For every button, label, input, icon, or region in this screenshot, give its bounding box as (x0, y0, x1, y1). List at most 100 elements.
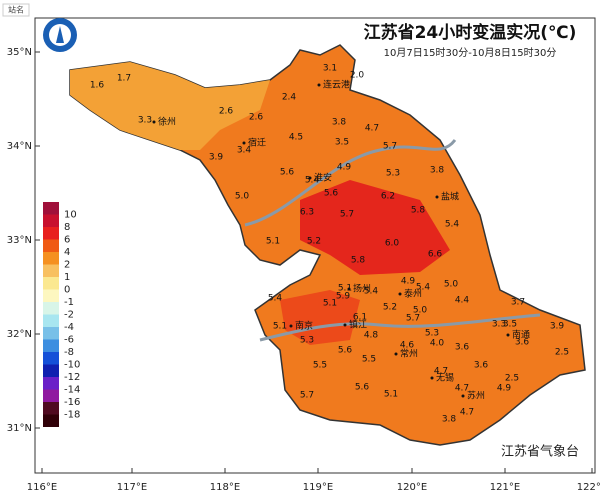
legend-label: 4 (64, 247, 70, 258)
map-frame (34, 17, 596, 474)
legend-swatch (43, 202, 59, 215)
station-value: 2.4 (282, 93, 297, 103)
station-value: 5.0 (235, 192, 250, 202)
city-name: 徐州 (158, 116, 176, 128)
station-value: 5.0 (413, 306, 428, 316)
longitude-label: 119°E (303, 482, 333, 493)
city-name: 南通 (512, 329, 530, 341)
station-value: 3.8 (332, 118, 347, 128)
latitude-label: 31°N (7, 423, 32, 434)
station-value: 5.8 (351, 256, 366, 266)
subtitle: 10月7日15时30分-10月8日15时30分 (384, 47, 557, 59)
station-value: 2.6 (249, 113, 264, 123)
city-name: 盐城 (441, 191, 459, 203)
legend-label: -2 (64, 310, 74, 321)
station-value: 4.5 (289, 133, 303, 143)
station-value: 4.7 (455, 384, 469, 394)
longitude-label: 122°E (577, 482, 600, 493)
station-legend-box (2, 3, 30, 17)
station-value: 3.8 (442, 415, 457, 425)
logo-tower (56, 26, 64, 43)
station-value: 4.9 (401, 277, 416, 287)
station-value: 5.7 (300, 391, 314, 401)
station-value: 4.7 (460, 408, 474, 418)
city-dot (343, 323, 347, 327)
station-value: 5.7 (340, 210, 354, 220)
station-value: 2.5 (555, 348, 569, 358)
legend-swatch (43, 289, 59, 302)
station-value: 5.3 (425, 329, 439, 339)
station-value: 3.3 (492, 320, 506, 330)
legend-label: -6 (64, 335, 74, 346)
legend-label: -10 (64, 360, 80, 371)
legend-swatch (43, 252, 59, 265)
station-value: 1.7 (117, 74, 131, 84)
legend-label: 2 (64, 260, 70, 271)
cooler-region (70, 62, 270, 150)
legend-label: 1 (64, 272, 70, 283)
legend-swatch (43, 302, 59, 315)
city-name: 常州 (400, 348, 418, 360)
warm-region (300, 180, 450, 275)
legend-label: -12 (64, 372, 80, 383)
legend-swatch (43, 327, 59, 340)
longitude-label: 121°E (490, 482, 520, 493)
station-value: 5.4 (445, 220, 460, 230)
station-value: 5.6 (338, 346, 353, 356)
station-value: 4.9 (337, 163, 352, 173)
city-name: 宿迁 (248, 137, 266, 149)
logo (43, 18, 77, 52)
legend-swatch (43, 414, 59, 427)
station-value: 3.6 (515, 338, 530, 348)
station-value: 3.7 (511, 298, 525, 308)
legend-swatch (43, 227, 59, 240)
city-name: 镇江 (349, 319, 367, 331)
legend-label: 10 (64, 210, 77, 221)
station-value: 5.1 (384, 390, 398, 400)
station-value: 5.1 (323, 299, 337, 309)
station-value: 3.6 (474, 361, 489, 371)
legend-label: -16 (64, 397, 80, 408)
city-dot (394, 352, 398, 356)
city-name: 苏州 (467, 390, 485, 402)
station-value: 6.0 (385, 239, 400, 249)
latitude-label: 32°N (7, 329, 32, 340)
city-dot (430, 376, 434, 380)
legend-label: 0 (64, 285, 70, 296)
city-name: 泰州 (404, 288, 422, 300)
station-value: 5.2 (383, 303, 397, 313)
station-value: 5.6 (355, 383, 370, 393)
city-dot (317, 83, 321, 87)
city-name: 淮安 (314, 172, 332, 184)
city-dot (506, 333, 510, 337)
legend-swatch (43, 239, 59, 252)
station-value: 5.4 (268, 294, 283, 304)
latitude-label: 35°N (7, 47, 32, 58)
legend-swatch (43, 264, 59, 277)
station-value: 3.5 (335, 138, 349, 148)
province-map (69, 44, 586, 446)
station-value: 6.2 (381, 192, 395, 202)
legend-swatch (43, 389, 59, 402)
legend-swatch (43, 364, 59, 377)
station-value: 4.7 (434, 367, 448, 377)
city-dot (435, 195, 439, 199)
station-value: 3.1 (323, 64, 337, 74)
river (244, 139, 457, 227)
source: 江苏省气象台 (501, 444, 579, 460)
legend-swatch (43, 214, 59, 227)
city-name: 连云港 (323, 79, 350, 91)
station-value: 5.7 (406, 314, 420, 324)
city-name: 扬州 (353, 283, 371, 295)
longitude-label: 117°E (117, 482, 147, 493)
station-legend: 站名 (8, 5, 24, 15)
legend-label: -1 (64, 297, 74, 308)
legend-swatch (43, 402, 59, 415)
legend-swatch (43, 352, 59, 365)
station-value: 5.4 (416, 283, 431, 293)
legend-label: -8 (64, 347, 74, 358)
station-value: 5.7 (383, 142, 397, 152)
station-value: 4.7 (365, 124, 379, 134)
city-dot (289, 324, 293, 328)
